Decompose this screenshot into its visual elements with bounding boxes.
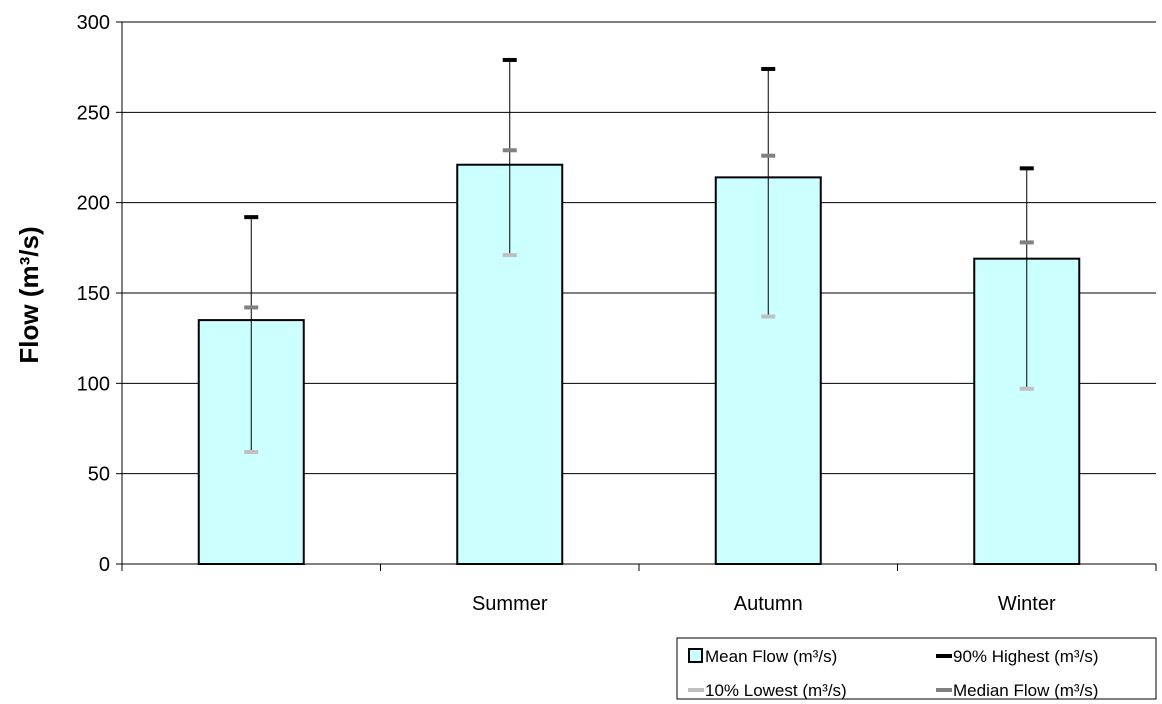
x-tick-label: Autumn xyxy=(734,593,803,615)
y-tick-labels: 0 50 100 150 200 250 300 xyxy=(77,12,110,576)
legend-label: 10% Lowest (m³/s) xyxy=(705,681,847,700)
y-tick-label: 250 xyxy=(77,102,110,124)
y-tick-label: 300 xyxy=(77,12,110,34)
axes xyxy=(116,21,1157,571)
y-tick-label: 200 xyxy=(77,193,110,215)
legend-swatch-mean-flow xyxy=(688,648,703,663)
legend-items: Mean Flow (m³/s) 90% Highest (m³/s) 10% Lo… xyxy=(688,647,1098,700)
legend-label: Median Flow (m³/s) xyxy=(953,681,1098,700)
y-tick-label: 150 xyxy=(77,283,110,305)
x-tick-label: Winter xyxy=(998,593,1056,615)
x-tick-label: Summer xyxy=(472,593,548,615)
bars xyxy=(197,163,1081,566)
y-tick-label: 50 xyxy=(88,464,110,486)
legend-label: 90% Highest (m³/s) xyxy=(953,647,1098,666)
x-tick-labels: Summer Autumn Winter xyxy=(472,593,1056,615)
legend: Mean Flow (m³/s) 90% Highest (m³/s) 10% Lo… xyxy=(676,637,1157,700)
legend-label: Mean Flow (m³/s) xyxy=(705,647,837,666)
y-tick-label: 0 xyxy=(99,554,110,576)
legend-frame xyxy=(676,637,1157,700)
y-tick-label: 100 xyxy=(77,373,110,395)
y-axis-title: Flow (m³/s) xyxy=(14,226,44,363)
range-whiskers xyxy=(244,57,1034,454)
